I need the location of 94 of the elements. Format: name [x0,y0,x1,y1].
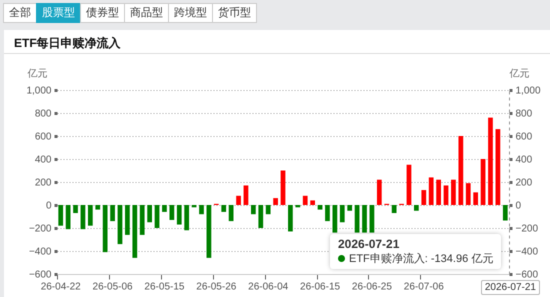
x-tick-label: 26-05-26 [196,282,237,292]
bar [221,205,226,212]
y2-tick-label: 600 [516,132,533,142]
bar [66,205,70,230]
bar [58,205,64,226]
bar [102,205,108,252]
bar [266,205,271,214]
text: 全部 [3,3,37,23]
y2-tick-label: 400 [516,154,533,166]
bar [147,205,152,222]
bar [184,205,190,230]
bar [169,205,174,220]
bar [392,205,397,214]
y2-axis-title: 亿元 [508,68,530,80]
bar [140,205,145,235]
x-tick-label: 26-05-06 [92,282,134,292]
bar [80,205,86,230]
bar [325,205,330,222]
text: 2026-07-21 [480,280,540,295]
bar [73,205,78,214]
annotation: ETF申赎净流入: -134.96 亿元 [349,253,494,265]
bar [421,190,426,205]
bar [347,205,352,211]
bar [406,164,412,205]
chart-title: ETF每日申赎净流入 [14,35,121,52]
bar [310,200,316,205]
y-axis-title: 亿元 [26,68,48,80]
bar [162,205,167,212]
bar [273,198,278,205]
y2-tick-label: 800 [516,108,533,120]
bar [318,205,322,210]
bar [436,180,441,205]
bar [362,205,367,233]
bar [458,136,464,205]
bar [473,192,478,205]
y-tick-label: 0 [46,200,52,212]
y2-tick-label: 0 [516,200,522,212]
bar [258,205,264,228]
bar [132,205,138,258]
bar [88,205,93,226]
y-tick-label: 1,000 [26,86,52,96]
x-tick-label: 26-06-25 [352,282,392,292]
y-tick-label: −600 [28,270,52,280]
bar [444,185,448,205]
y-tick-label: 400 [34,154,52,166]
annotation: 2026-07-21 [338,237,400,251]
bar [466,183,471,205]
bar [228,205,234,222]
bar [451,180,456,205]
bar [414,205,419,211]
bar [95,205,100,210]
bar [288,205,293,232]
x-tick-label: 26-07-06 [404,282,444,292]
bar [480,159,486,205]
text: 货币型 [212,3,257,23]
bar [206,205,212,258]
bar [376,180,382,205]
y-tick-label: −200 [28,224,52,234]
y2-tick-label: −600 [516,270,538,280]
text: 跨境型 [168,3,213,23]
y-tick-label: 800 [34,108,52,120]
y-tick-label: −400 [28,246,52,258]
y2-tick-label: −200 [516,224,538,234]
bar [125,205,130,235]
y2-tick-label: 1,000 [516,86,541,96]
bar [154,205,160,228]
bar [370,205,374,233]
bar [118,205,122,244]
bar [236,196,241,205]
bar [199,205,204,214]
text: 商品型 [124,3,169,23]
bar [176,205,182,225]
bar [244,185,248,205]
y-tick-label: 600 [34,132,52,142]
x-tick-label: 26-06-15 [300,282,340,292]
x-tick-label: 26-06-04 [248,282,289,292]
bar [340,205,345,222]
bar [428,177,434,205]
text: 股票型 [36,3,81,23]
bar [110,205,115,222]
bar [302,196,308,205]
bar [488,118,493,205]
bar [496,129,500,205]
bar [280,170,286,205]
x-tick-label: 26-04-22 [40,282,82,292]
x-tick-label: 26-05-15 [144,282,185,292]
y2-tick-label: −400 [516,246,538,258]
y-tick-label: 200 [34,178,52,188]
bar [502,205,508,221]
bar [354,205,360,233]
text: 债券型 [80,3,125,23]
bar [250,205,256,214]
bar [332,205,338,233]
y2-tick-label: 200 [516,178,533,188]
